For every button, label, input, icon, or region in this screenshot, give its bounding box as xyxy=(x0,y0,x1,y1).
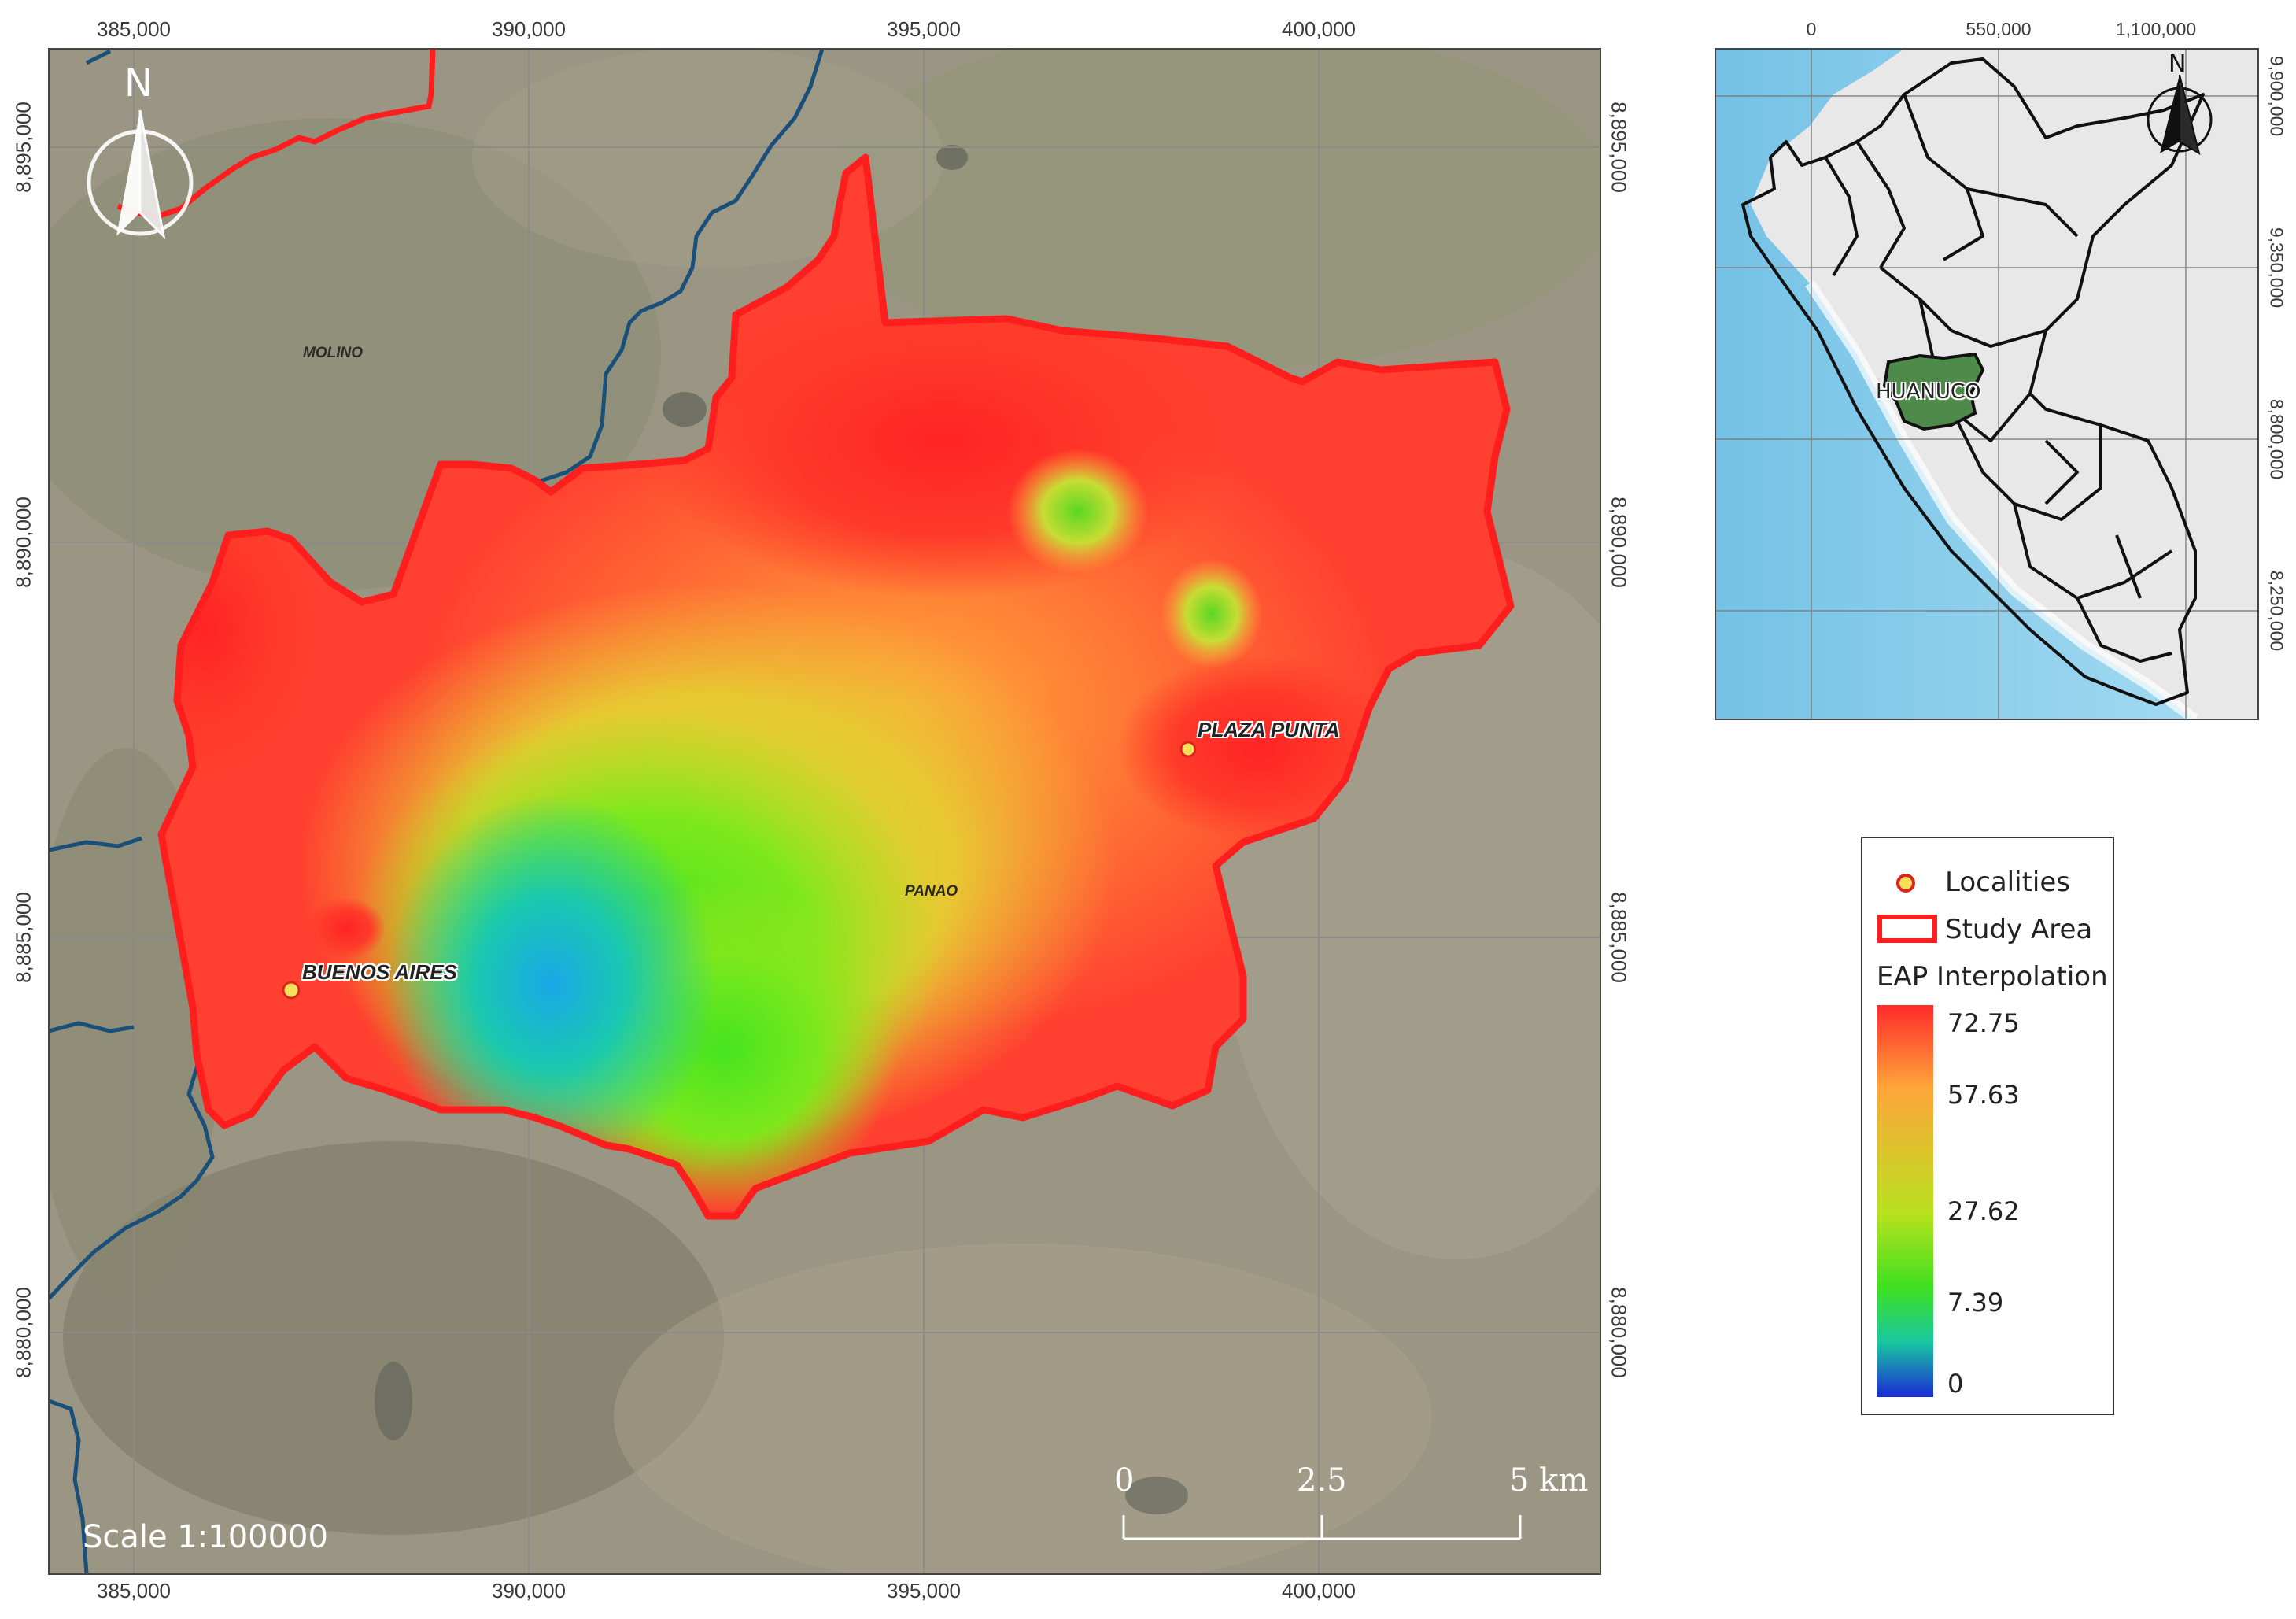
x-tick-bottom-4: 400,000 xyxy=(1282,1579,1356,1602)
inset-y-tick-2: 9,350,000 xyxy=(2266,227,2287,309)
legend-ramp-value-1: 72.75 xyxy=(1947,1008,2020,1038)
scalebar-label-0: 0 xyxy=(1114,1462,1135,1499)
study-area-outline[interactable] xyxy=(157,153,1515,1220)
adjacent-boundary xyxy=(116,48,436,220)
legend-interpolation-title: EAP Interpolation xyxy=(1877,961,2108,992)
legend-ramp-value-5: 0 xyxy=(1947,1369,1964,1399)
y-tick-left-3: 8,885,000 xyxy=(11,892,35,983)
y-tick-left-2: 8,890,000 xyxy=(11,497,35,588)
y-tick-left-4: 8,880,000 xyxy=(11,1287,35,1378)
main-map-frame xyxy=(48,48,1601,1575)
huanuco-region[interactable] xyxy=(1882,352,1985,431)
legend-study-area-symbol xyxy=(1877,915,1937,943)
legend-ramp-value-3: 27.62 xyxy=(1947,1196,2020,1226)
locality-label-plaza-punta: PLAZA PUNTA xyxy=(1198,718,1340,741)
north-arrow-icon xyxy=(87,109,194,240)
x-tick-top-2: 390,000 xyxy=(492,17,566,41)
y-tick-right-3: 8,885,000 xyxy=(1607,892,1631,983)
inset-land xyxy=(1751,49,2258,719)
legend-locality-symbol xyxy=(1896,874,1915,893)
inset-north-arrow-label: N xyxy=(2169,50,2187,78)
locality-marker-plaza-punta[interactable] xyxy=(1179,741,1197,758)
legend-symbols xyxy=(1877,874,1937,1397)
locality-label-buenos-aires: BUENOS AIRES xyxy=(302,960,457,984)
scale-text: Scale 1:100000 xyxy=(83,1519,328,1555)
x-tick-bottom-1: 385,000 xyxy=(97,1579,171,1602)
legend-study-area-label: Study Area xyxy=(1945,914,2093,945)
legend-ramp-value-2: 57.63 xyxy=(1947,1080,2020,1110)
inset-map[interactable] xyxy=(1715,49,2258,719)
inset-north-arrow-icon xyxy=(2147,74,2213,156)
y-tick-left-1: 8,895,000 xyxy=(11,102,35,193)
inset-x-tick-1: 0 xyxy=(1806,19,1817,39)
y-tick-right-1: 8,895,000 xyxy=(1607,102,1631,193)
legend-ramp-value-4: 7.39 xyxy=(1947,1288,2004,1318)
scalebar-label-5km: 5 km xyxy=(1509,1462,1589,1499)
x-tick-bottom-3: 395,000 xyxy=(887,1579,961,1602)
y-tick-right-2: 8,890,000 xyxy=(1607,497,1631,588)
legend-color-ramp xyxy=(1877,1005,1933,1397)
scalebar-label-2-5: 2.5 xyxy=(1297,1462,1347,1499)
inset-graticule xyxy=(1715,49,2258,719)
x-tick-bottom-2: 390,000 xyxy=(492,1579,566,1602)
inset-map-frame xyxy=(1715,48,2259,720)
inset-x-tick-3: 1,100,000 xyxy=(2115,19,2197,39)
y-tick-right-4: 8,880,000 xyxy=(1607,1287,1631,1378)
legend-localities-label: Localities xyxy=(1945,867,2070,898)
inset-region-label-huanuco: HUANUCO xyxy=(1876,380,1981,404)
inset-y-tick-4: 8,250,000 xyxy=(2266,570,2287,652)
inset-peru-departments xyxy=(1741,57,2205,706)
locality-marker-buenos-aires[interactable] xyxy=(282,981,301,1000)
inset-y-tick-1: 9,900,000 xyxy=(2266,55,2287,137)
place-label-molino: MOLINO xyxy=(303,345,363,361)
north-arrow-label: N xyxy=(124,61,153,105)
legend: Localities Study Area EAP Interpolation … xyxy=(1861,837,2114,1415)
x-tick-top-4: 400,000 xyxy=(1282,17,1356,41)
inset-y-tick-3: 8,800,000 xyxy=(2266,398,2287,480)
x-tick-top-3: 395,000 xyxy=(887,17,961,41)
scale-bar xyxy=(1122,1515,1522,1540)
inset-x-tick-2: 550,000 xyxy=(1966,19,2032,39)
x-tick-top-1: 385,000 xyxy=(97,17,171,41)
place-label-panao: PANAO xyxy=(905,883,958,900)
